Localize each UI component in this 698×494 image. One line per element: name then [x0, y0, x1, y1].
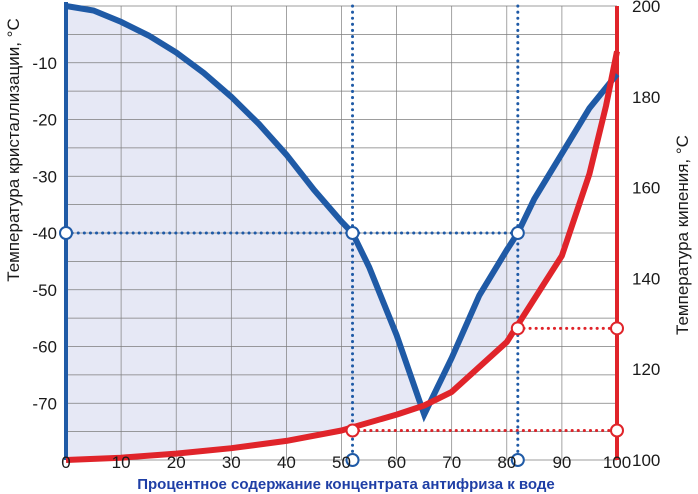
- x-tick-label: 90: [552, 453, 571, 472]
- marker-boiling: [510, 321, 525, 336]
- boiling-curve: [65, 50, 620, 463]
- marker-boiling: [345, 423, 360, 438]
- left-tick-label: -10: [32, 54, 57, 73]
- marker-right-axis: [610, 423, 624, 438]
- x-tick-label: 100: [603, 453, 631, 472]
- right-tick-label: 180: [632, 88, 660, 107]
- marker-right-axis: [610, 321, 624, 336]
- x-tick-label: 20: [167, 453, 186, 472]
- left-tick-labels: -10 -20 -30 -40 -50 -60 -70: [32, 54, 57, 414]
- left-tick-label: -30: [32, 167, 57, 186]
- left-tick-label: -40: [32, 224, 57, 243]
- x-tick-label: 50: [332, 453, 351, 472]
- x-tick-label: 40: [277, 453, 296, 472]
- marker-x-axis: [345, 453, 360, 467]
- x-tick-label: 0: [61, 453, 70, 472]
- marker-left-axis: [59, 226, 73, 240]
- left-tick-label: -60: [32, 338, 57, 357]
- x-tick-label: 60: [387, 453, 406, 472]
- left-axis-title: Температура кристаллизации, °С: [4, 18, 23, 281]
- right-tick-label: 100: [632, 451, 660, 470]
- right-tick-label: 120: [632, 360, 660, 379]
- marker-x-axis: [510, 453, 525, 467]
- x-tick-label: 10: [112, 453, 131, 472]
- marker-crystallization: [345, 226, 360, 240]
- right-tick-label: 140: [632, 269, 660, 288]
- left-tick-label: -70: [32, 394, 57, 413]
- marker-crystallization: [510, 226, 525, 240]
- right-tick-labels: 100 120 140 160 180 200: [632, 0, 660, 470]
- right-tick-label: 200: [632, 0, 660, 16]
- left-tick-label: -50: [32, 281, 57, 300]
- x-tick-label: 80: [497, 453, 516, 472]
- left-tick-label: -20: [32, 111, 57, 130]
- x-tick-label: 30: [222, 453, 241, 472]
- grid: [65, 5, 618, 461]
- x-axis-title: Процентное содержание концентрата антифр…: [137, 476, 555, 493]
- x-tick-label: 70: [442, 453, 461, 472]
- right-tick-label: 160: [632, 179, 660, 198]
- guide-markers: [59, 226, 624, 467]
- x-tick-labels: 0 10 20 30 40 50 60 70 80 90 100: [61, 453, 631, 472]
- right-axis-title: Температура кипения, °С: [673, 135, 692, 335]
